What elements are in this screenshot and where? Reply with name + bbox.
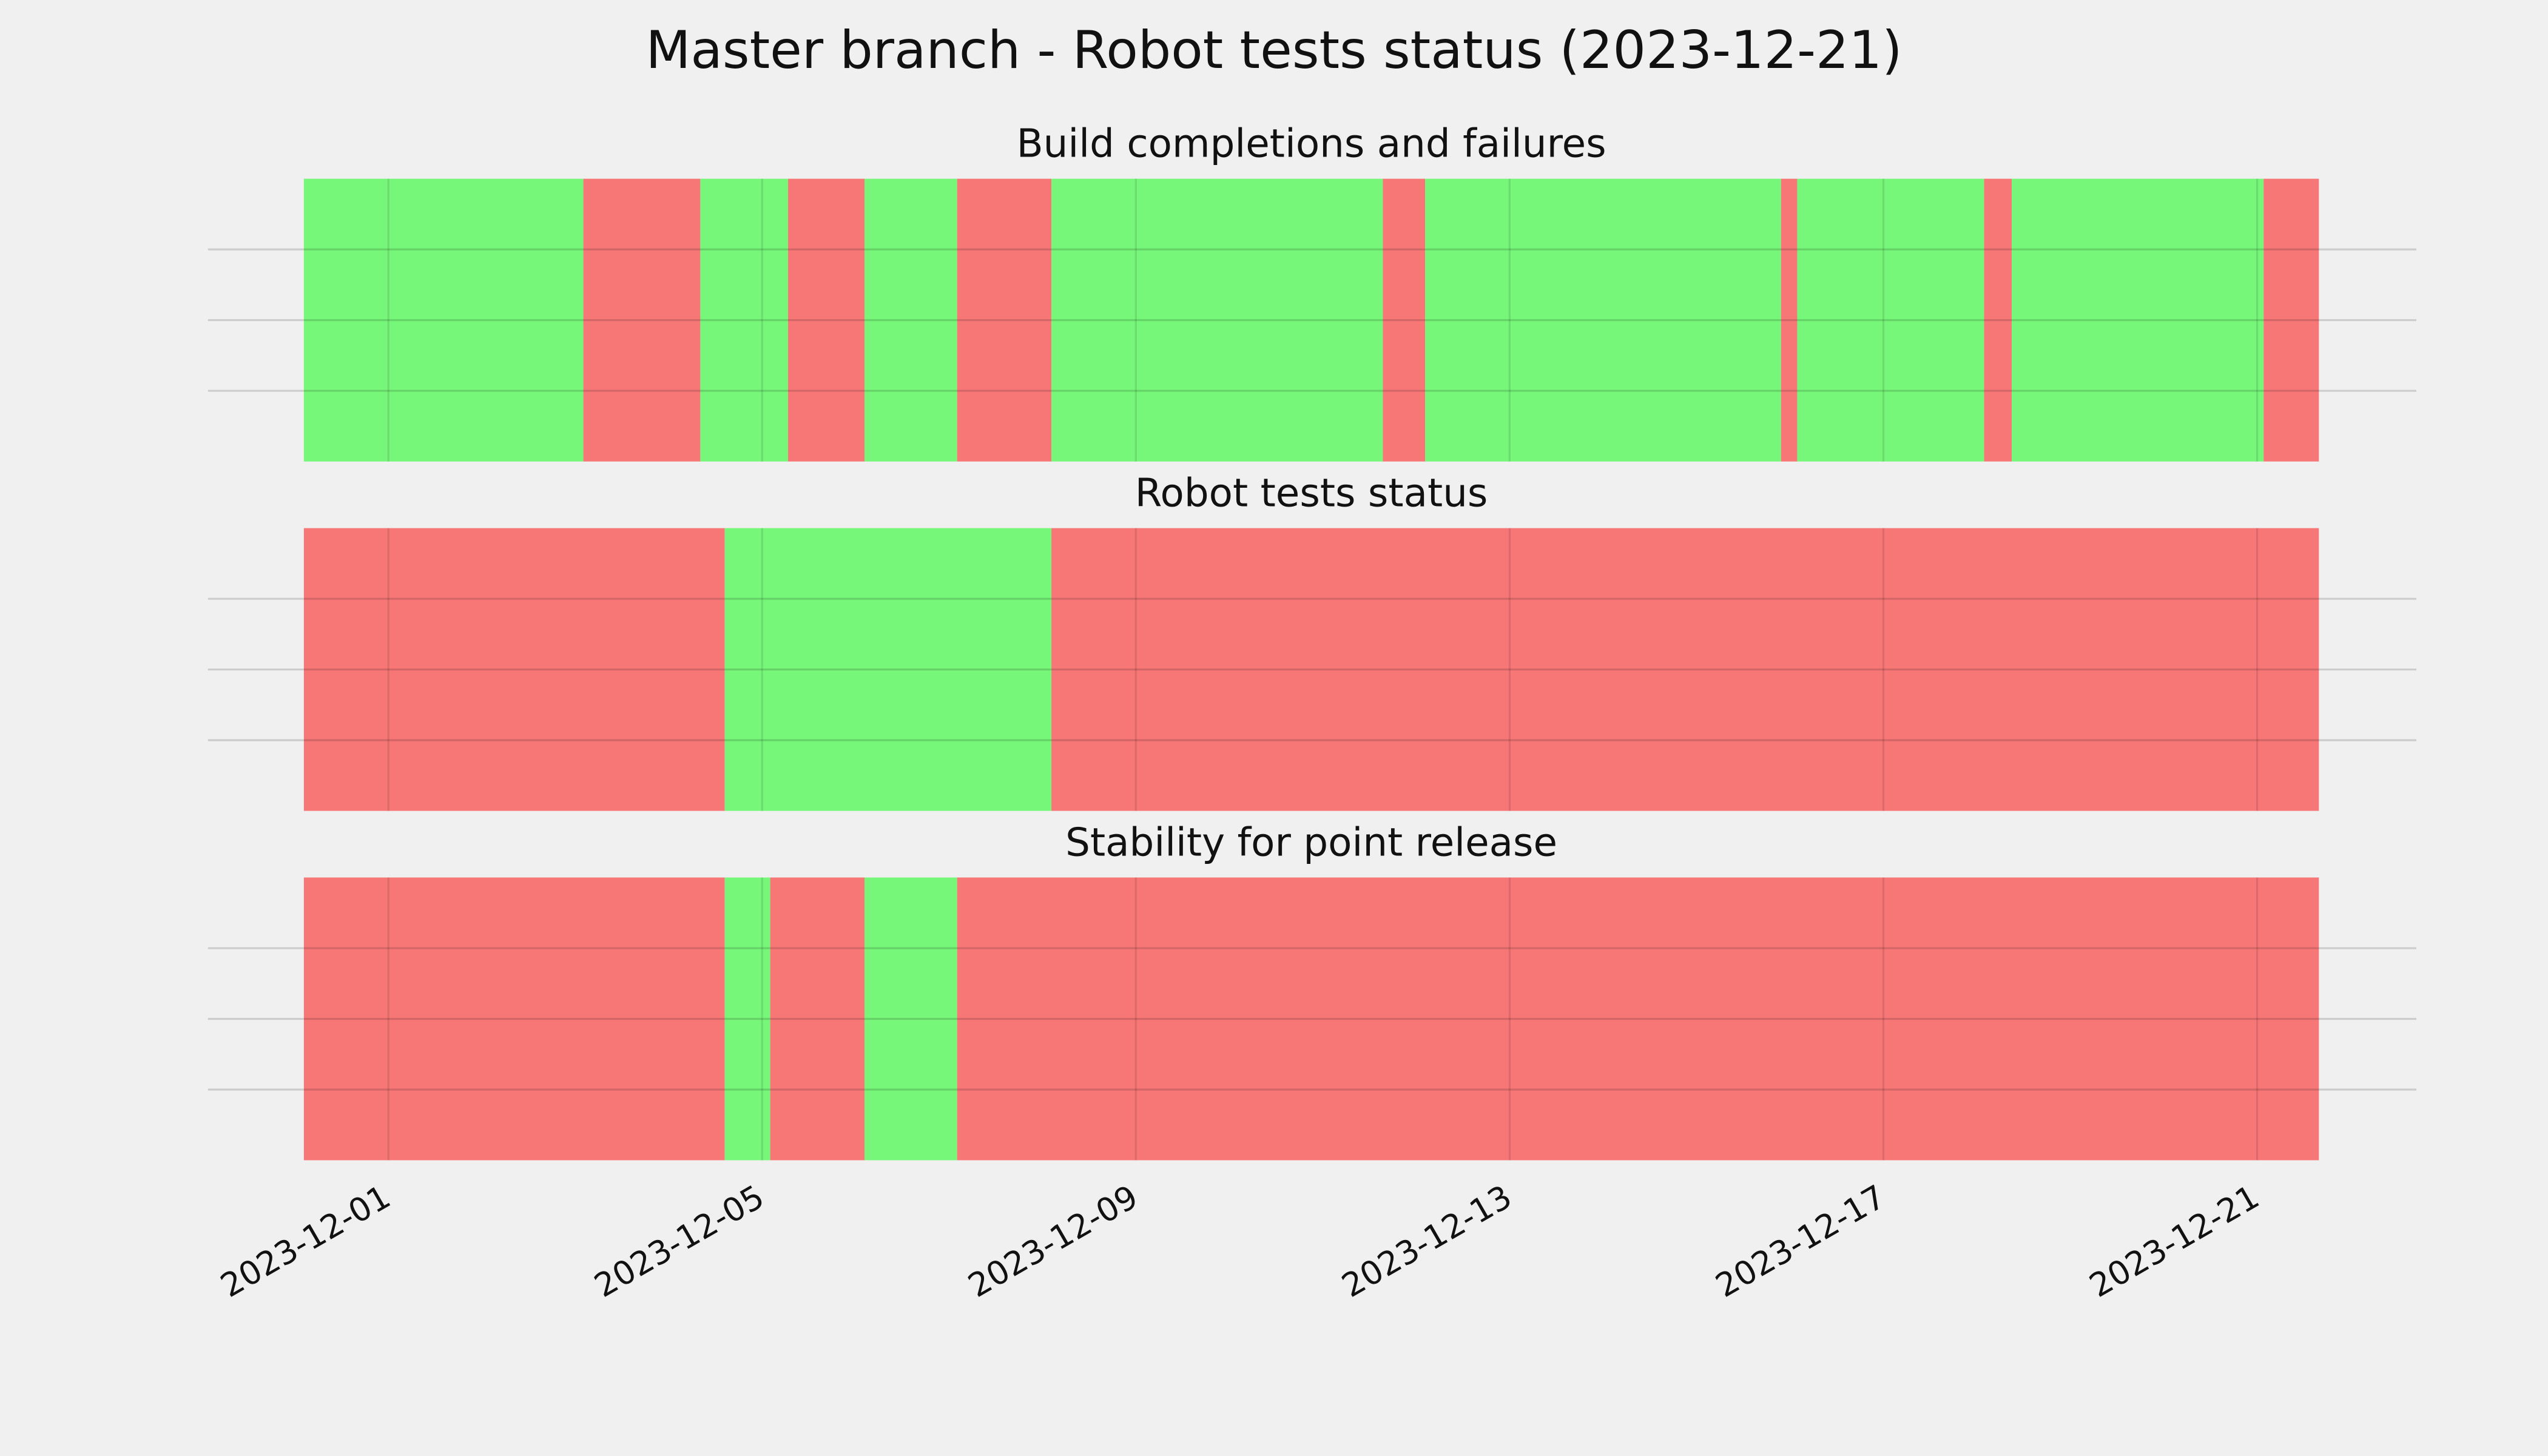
status-segment (864, 178, 957, 462)
panel-title: Robot tests status (1135, 471, 1488, 516)
status-segment (303, 877, 725, 1161)
status-segment (724, 877, 770, 1161)
status-segment (770, 877, 865, 1161)
status-segment (1425, 178, 1781, 462)
status-segment (700, 178, 789, 462)
status-segment (788, 178, 865, 462)
status-segment (1781, 178, 1798, 462)
status-segment (2012, 178, 2264, 462)
status-segment (957, 877, 2319, 1161)
status-segment (724, 528, 1052, 811)
status-segment (1797, 178, 1984, 462)
status-segment (2263, 178, 2319, 462)
status-segment (1051, 528, 2319, 811)
status-segment (864, 877, 957, 1161)
status-segment (303, 528, 725, 811)
status-segment (1383, 178, 1426, 462)
status-segment (1984, 178, 2012, 462)
panel-title: Build completions and failures (1017, 121, 1606, 167)
panel-title: Stability for point release (1065, 820, 1557, 865)
status-segment (957, 178, 1052, 462)
status-segment (303, 178, 584, 462)
status-segment (1051, 178, 1383, 462)
chart-title: Master branch - Robot tests status (2023… (645, 20, 1902, 81)
status-segment (583, 178, 701, 462)
